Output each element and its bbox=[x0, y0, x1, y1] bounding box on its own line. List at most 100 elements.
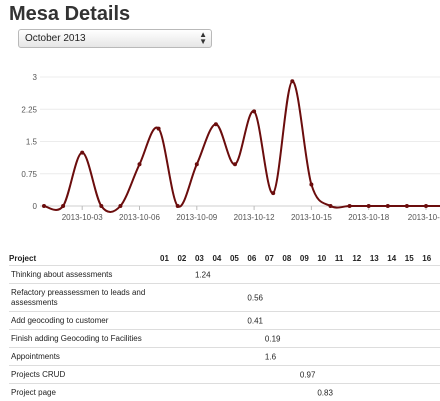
day-cell bbox=[195, 366, 212, 384]
data-point[interactable] bbox=[42, 204, 46, 208]
project-name: Finish adding Geocoding to Facilities bbox=[9, 330, 160, 348]
day-cell bbox=[317, 330, 334, 348]
day-cell bbox=[212, 284, 229, 312]
day-cell bbox=[160, 384, 177, 401]
day-cell bbox=[405, 330, 422, 348]
day-cell bbox=[335, 312, 352, 330]
data-point[interactable] bbox=[309, 183, 313, 187]
day-cell bbox=[352, 330, 369, 348]
project-name: Add geocoding to customer bbox=[9, 312, 160, 330]
day-cell bbox=[160, 348, 177, 366]
day-cell bbox=[247, 366, 264, 384]
day-cell bbox=[352, 366, 369, 384]
day-cell bbox=[230, 266, 247, 284]
day-cell bbox=[335, 330, 352, 348]
x-tick-label: 2013-10-03 bbox=[62, 213, 103, 222]
x-tick-label: 2013-10-12 bbox=[234, 213, 275, 222]
table-row: Thinking about assessments 1.24 bbox=[9, 266, 440, 284]
day-cell bbox=[247, 348, 264, 366]
day-cell bbox=[422, 348, 440, 366]
day-cell bbox=[265, 284, 282, 312]
day-cell bbox=[230, 366, 247, 384]
day-column-header: 13 bbox=[370, 251, 387, 266]
project-column-header: Project bbox=[9, 251, 160, 266]
day-cell: 0.97 bbox=[300, 366, 317, 384]
data-point[interactable] bbox=[405, 204, 409, 208]
day-cell bbox=[247, 384, 264, 401]
day-cell bbox=[230, 330, 247, 348]
day-cell bbox=[177, 348, 194, 366]
day-cell bbox=[335, 366, 352, 384]
data-point[interactable] bbox=[386, 204, 390, 208]
day-cell bbox=[405, 312, 422, 330]
day-column-header: 12 bbox=[352, 251, 369, 266]
day-cell bbox=[282, 266, 299, 284]
day-cell bbox=[160, 312, 177, 330]
data-point[interactable] bbox=[157, 127, 161, 131]
day-column-header: 06 bbox=[247, 251, 264, 266]
day-cell bbox=[422, 266, 440, 284]
data-point[interactable] bbox=[329, 204, 333, 208]
data-point[interactable] bbox=[367, 204, 371, 208]
series-line bbox=[44, 81, 440, 212]
hours-value: 0.56 bbox=[247, 293, 263, 302]
day-cell bbox=[177, 284, 194, 312]
day-cell bbox=[387, 312, 404, 330]
day-cell: 1.24 bbox=[195, 266, 212, 284]
day-cell bbox=[247, 266, 264, 284]
day-column-header: 08 bbox=[282, 251, 299, 266]
x-tick-label: 2013-10-06 bbox=[119, 213, 160, 222]
day-cell bbox=[370, 330, 387, 348]
day-cell bbox=[160, 366, 177, 384]
day-cell bbox=[212, 330, 229, 348]
day-column-header: 07 bbox=[265, 251, 282, 266]
data-point[interactable] bbox=[424, 204, 428, 208]
day-column-header: 10 bbox=[317, 251, 334, 266]
day-cell bbox=[387, 366, 404, 384]
day-cell bbox=[212, 348, 229, 366]
day-cell bbox=[405, 284, 422, 312]
x-tick-label: 2013-10-2 bbox=[408, 213, 440, 222]
data-point[interactable] bbox=[80, 151, 84, 155]
data-point[interactable] bbox=[61, 204, 65, 208]
day-cell bbox=[352, 266, 369, 284]
data-point[interactable] bbox=[176, 204, 180, 208]
day-cell bbox=[195, 330, 212, 348]
day-cell bbox=[177, 384, 194, 401]
day-cell bbox=[300, 330, 317, 348]
day-cell bbox=[352, 312, 369, 330]
page-title: Mesa Details bbox=[9, 3, 130, 26]
data-point[interactable] bbox=[195, 162, 199, 166]
project-name: Thinking about assessments bbox=[9, 266, 160, 284]
data-point[interactable] bbox=[138, 162, 142, 166]
day-column-header: 03 bbox=[195, 251, 212, 266]
data-point[interactable] bbox=[214, 122, 218, 126]
day-cell bbox=[387, 330, 404, 348]
data-point[interactable] bbox=[348, 204, 352, 208]
day-cell bbox=[317, 266, 334, 284]
day-cell bbox=[405, 266, 422, 284]
day-cell bbox=[282, 348, 299, 366]
day-cell bbox=[422, 366, 440, 384]
y-tick-label: 2.25 bbox=[21, 105, 37, 114]
day-cell bbox=[352, 348, 369, 366]
day-cell bbox=[230, 284, 247, 312]
data-point[interactable] bbox=[233, 162, 237, 166]
period-select-value: October 2013 bbox=[25, 33, 86, 44]
day-cell bbox=[160, 284, 177, 312]
project-name: Appointments bbox=[9, 348, 160, 366]
day-cell bbox=[247, 330, 264, 348]
data-point[interactable] bbox=[271, 191, 275, 195]
data-point[interactable] bbox=[118, 204, 122, 208]
day-cell bbox=[160, 330, 177, 348]
data-point[interactable] bbox=[99, 204, 103, 208]
day-cell bbox=[212, 312, 229, 330]
data-point[interactable] bbox=[290, 79, 294, 83]
day-cell bbox=[300, 266, 317, 284]
day-cell bbox=[387, 384, 404, 401]
data-point[interactable] bbox=[252, 109, 256, 113]
period-select[interactable]: October 2013 ▲▼ bbox=[18, 29, 212, 48]
table-row: Refactory preassessmen to leads and asse… bbox=[9, 284, 440, 312]
